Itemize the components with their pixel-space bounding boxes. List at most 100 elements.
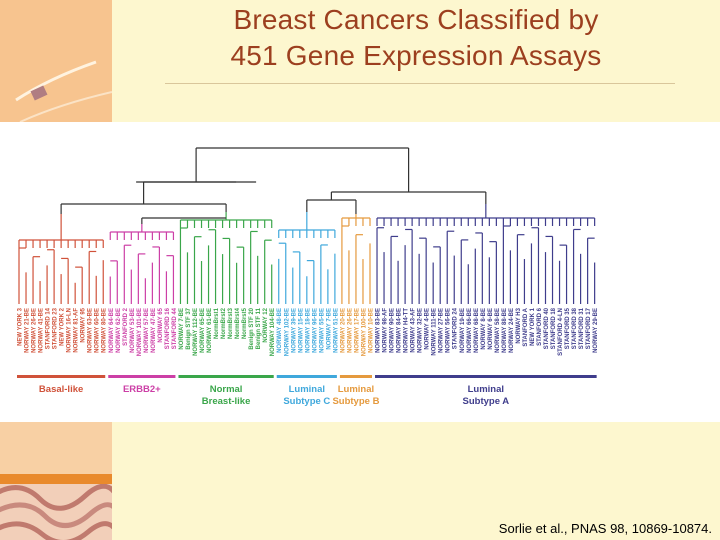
sample-label: NORWAY 90-BE — [390, 308, 396, 353]
sample-label: NORWAY 112-BE — [193, 308, 199, 356]
sample-label: NORWAY 48-BE — [277, 308, 283, 353]
sample-label: NORWAY 20-BE — [340, 308, 346, 353]
sample-label: NORWAY 65-BE — [200, 308, 206, 353]
sample-label: NORWAY 60-BE — [95, 308, 101, 353]
sample-label: NORWAY 7-BE — [179, 308, 185, 350]
sidebar-stripe — [0, 474, 112, 484]
group-label-line: Breast-like — [201, 396, 251, 407]
sample-label: NEW YORK 2 — [60, 307, 66, 346]
group-label-luminal-b: Luminal Subtype B — [311, 384, 401, 408]
sample-label: NORWAY H4-TT — [404, 308, 410, 353]
group-label-basal: Basal-like — [16, 384, 106, 396]
sample-label: NORWAY 104-BE — [270, 308, 276, 356]
sample-label: NORWAY 65 — [158, 307, 164, 342]
citation: Sorlie et al., PNAS 98, 10869-10874. — [498, 521, 712, 536]
dendrogram-figure: NEW YORK 3 NORWAY 21-BE NORWAY 26-BE NORWAY… — [0, 122, 720, 422]
sample-label: STANFORD 24 — [453, 307, 459, 349]
group-bar — [108, 375, 176, 378]
sample-label: NORWAY 80-BE — [102, 308, 108, 353]
sample-label: NORWAY 26-BE — [32, 308, 38, 353]
sample-label: NormBrst2 — [221, 307, 227, 339]
sample-label: NORWAY 102-BE — [284, 308, 290, 356]
sample-label: NORWAY 12 — [263, 307, 269, 342]
sample-label: STANFORD 16 — [165, 307, 171, 349]
sample-label: NORWAY 17-BE — [354, 308, 360, 353]
title-divider — [165, 83, 675, 84]
sample-label: NORWAY 24-BE — [509, 308, 515, 353]
sample-label: NORWAY 57-BE — [144, 308, 150, 353]
sidebar-decoration-top — [0, 0, 112, 122]
sample-label: NORWAY 58-BE — [495, 308, 501, 353]
sample-label: Benign STF 37 — [186, 307, 192, 349]
group-label-line: Luminal — [288, 384, 326, 395]
sample-label: STANFORD 31 — [579, 307, 585, 349]
sample-label: NORWAY 16-LN — [67, 308, 73, 353]
sample-label: STANFORD 35 — [565, 307, 571, 349]
sample-label: NORWAY 64-BE — [109, 308, 115, 353]
sample-label: NORWAY 63-BE — [88, 308, 94, 353]
sample-label: NORWAY 26-BE — [347, 308, 353, 353]
sample-label: NORWAY 39-BE — [291, 308, 297, 353]
sample-label: NEW YORK 1 — [530, 307, 536, 346]
group-label-normal: Normal Breast-like — [181, 384, 271, 408]
slide-title: Breast Cancers Classified by 451 Gene Ex… — [112, 2, 720, 74]
sample-label: NORWAY 8-BE — [481, 308, 487, 350]
group-label-line: Luminal — [337, 384, 375, 395]
sample-label: NORWAY 111-BE — [432, 308, 438, 356]
sample-label: NORWAY 41-BE — [39, 308, 45, 353]
sample-label: NORWAY 15-BE — [298, 308, 304, 353]
sample-label: NORWAY 21-BE — [25, 308, 31, 353]
sample-label: NORWAY 66-BE — [467, 308, 473, 353]
sample-label: NORWAY 84-BE — [397, 308, 403, 353]
sample-label: NORWAY 96-BE — [312, 308, 318, 353]
sample-label: NORWAY 81-AF — [74, 308, 80, 353]
group-label-luminal-a: Luminal Subtype A — [441, 384, 531, 408]
group-label-luminal-c: Luminal Subtype C — [262, 384, 352, 408]
sample-label: STANFORD 4-LN — [558, 308, 564, 356]
sample-label: NORWAY 18-BE — [305, 308, 311, 353]
sample-label: NORWAY 7-BE — [326, 308, 332, 350]
group-bar — [17, 375, 106, 378]
group-label-line: Subtype B — [332, 396, 380, 407]
sample-label: NORWAY 98-AF — [383, 308, 389, 353]
sample-label: STANFORD 14 — [46, 307, 52, 349]
sample-label: NORWAY 68-BE — [474, 308, 480, 353]
sample-label: NORWAY 29-BE — [593, 308, 599, 353]
sample-label: STANFORD 6 — [537, 307, 543, 346]
sample-label: NORWAY 10-BE — [369, 308, 375, 353]
sample-label: NEW YORK 3 — [18, 307, 24, 346]
sample-label: NORWAY 101-BE — [137, 308, 143, 356]
sample-label: NORWAY 100-BE — [361, 308, 367, 356]
sample-label: STANFORD 23 — [53, 307, 59, 349]
sample-label: NORWAY 61-BE — [207, 308, 213, 353]
sample-label: NORWAY 47-BE — [151, 308, 157, 353]
pen-illustration — [15, 60, 112, 122]
group-bar — [276, 375, 337, 378]
group-label-line: Normal — [209, 384, 243, 395]
sample-label: NORWAY 83-BE — [376, 308, 382, 353]
sample-label: NORWAY 88-BE — [502, 308, 508, 353]
sample-label: NormBrst5 — [242, 307, 248, 339]
group-label-line: Basal-like — [38, 384, 84, 395]
sidebar-decoration-middle — [0, 422, 112, 474]
group-label-line: Subtype C — [283, 396, 331, 407]
sample-label: STANFORD A — [523, 307, 529, 346]
sample-label: STANFORD 18 — [551, 307, 557, 349]
group-label-line: ERBB2+ — [122, 384, 161, 395]
sample-label: NORWAY 62-BE — [116, 308, 122, 353]
sample-label: NORWAY 56-BE — [446, 308, 452, 353]
sample-label: STANFORD 44 — [172, 307, 178, 349]
group-label-erbb2: ERBB2+ — [97, 384, 187, 396]
sample-label: NORWAY 53-BE — [130, 308, 136, 353]
sample-label: STANFORD 17 — [586, 307, 592, 349]
sample-label: NORWAY 19-BE — [460, 308, 466, 353]
sample-label: NORWAY H3 — [516, 307, 522, 343]
group-bar — [178, 375, 274, 378]
sample-label: NORWAY 55-BE — [319, 308, 325, 353]
sample-label: NormBrst4 — [235, 307, 241, 339]
sample-label: Benign STF 20 — [249, 307, 255, 349]
sample-label: NormBrst3 — [228, 307, 234, 339]
sample-label: NORWAY 27-BE — [439, 308, 445, 353]
group-label-line: Luminal — [467, 384, 505, 395]
sample-label: NORWAY 95 — [81, 307, 87, 342]
